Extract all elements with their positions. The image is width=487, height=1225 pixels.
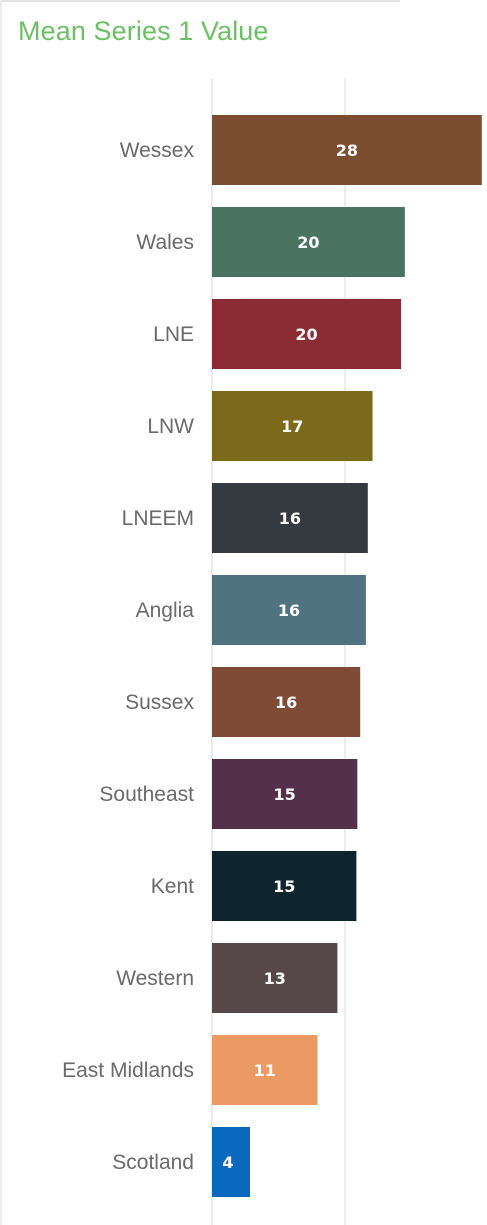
- category-label: Western: [116, 967, 194, 990]
- bar[interactable]: [212, 115, 482, 185]
- category-label: LNW: [147, 415, 194, 438]
- category-label: Wessex: [120, 139, 195, 162]
- bar[interactable]: [212, 1127, 250, 1197]
- bar[interactable]: [212, 1035, 318, 1105]
- bar[interactable]: [212, 483, 368, 553]
- bar[interactable]: [212, 299, 402, 369]
- data-label: 20: [297, 233, 319, 252]
- category-label: Sussex: [125, 691, 194, 714]
- category-label: Anglia: [136, 599, 195, 622]
- data-label: 20: [295, 325, 317, 344]
- left-border: [0, 0, 2, 1225]
- bar[interactable]: [212, 943, 338, 1013]
- bar[interactable]: [212, 851, 357, 921]
- category-label: East Midlands: [62, 1059, 194, 1082]
- data-label: 4: [222, 1153, 233, 1172]
- data-label: 16: [275, 693, 297, 712]
- category-label: Wales: [136, 231, 194, 254]
- category-label: Kent: [151, 875, 194, 898]
- bar[interactable]: [212, 575, 366, 645]
- bar[interactable]: [212, 759, 358, 829]
- data-label: 28: [336, 141, 358, 160]
- bar[interactable]: [212, 207, 405, 277]
- data-label: 17: [281, 417, 303, 436]
- category-label: Southeast: [99, 783, 194, 806]
- bar[interactable]: [212, 667, 361, 737]
- data-label: 16: [278, 601, 300, 620]
- category-label: LNEEM: [122, 507, 194, 530]
- data-label: 13: [264, 969, 286, 988]
- data-label: 15: [274, 785, 296, 804]
- category-label: Scotland: [112, 1151, 194, 1174]
- data-label: 11: [254, 1061, 276, 1080]
- category-label: LNE: [153, 323, 194, 346]
- top-border: [0, 0, 400, 2]
- data-label: 16: [279, 509, 301, 528]
- chart-title: Mean Series 1 Value: [18, 16, 269, 46]
- data-label: 15: [273, 877, 295, 896]
- bar[interactable]: [212, 391, 373, 461]
